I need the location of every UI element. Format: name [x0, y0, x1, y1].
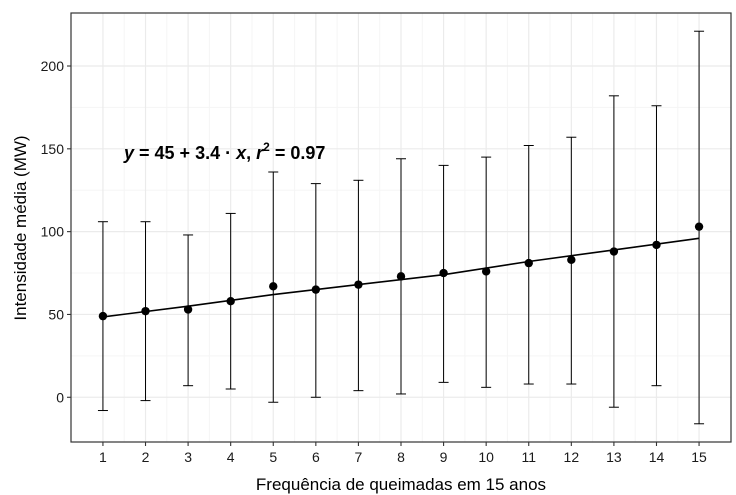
x-tick-label: 3 [184, 449, 192, 465]
x-tick-label: 4 [227, 449, 235, 465]
data-points [98, 222, 704, 321]
data-point [396, 272, 406, 281]
eq-value: = 0.97 [270, 143, 326, 163]
y-tick-label: 50 [48, 306, 64, 322]
data-point [226, 297, 235, 306]
y-tick-label: 100 [41, 224, 65, 240]
data-point [98, 311, 108, 321]
x-tick-label: 13 [606, 449, 622, 465]
y-axis-title: Intensidade média (MW) [11, 135, 30, 320]
data-point [694, 222, 704, 231]
x-axis-title: Frequência de queimadas em 15 anos [256, 475, 546, 494]
data-point [183, 305, 193, 314]
data-point [439, 268, 448, 278]
x-tick-label: 7 [355, 449, 363, 465]
y-tick-label: 150 [41, 141, 65, 157]
regression-equation: y = 45 + 3.4 · x, r2 = 0.97 [123, 140, 325, 163]
x-tick-label: 10 [478, 449, 494, 465]
eq-comma: , [246, 143, 256, 163]
data-point [567, 255, 576, 264]
x-tick-label: 8 [397, 449, 405, 465]
data-point [524, 258, 533, 268]
eq-x: x [235, 143, 247, 163]
x-tick-label: 15 [691, 449, 707, 465]
data-point [481, 267, 491, 276]
y-axis-ticks: 0 50 100 150 200 [41, 58, 71, 405]
data-point [141, 306, 150, 316]
data-point [311, 285, 321, 294]
data-point [354, 280, 363, 289]
x-tick-label: 1 [99, 449, 107, 465]
x-tick-label: 5 [269, 449, 277, 465]
eq-r: r [256, 143, 264, 163]
x-tick-label: 11 [521, 449, 536, 465]
x-tick-label: 14 [649, 449, 665, 465]
eq-y: y [123, 143, 135, 163]
x-tick-label: 2 [142, 449, 150, 465]
data-point [269, 282, 278, 291]
x-tick-label: 6 [312, 449, 320, 465]
y-tick-label: 0 [56, 389, 64, 405]
x-tick-label: 9 [440, 449, 448, 465]
data-point [609, 247, 619, 256]
x-axis-ticks: 1 2 3 4 5 6 7 8 9 10 11 12 13 14 15 [99, 442, 707, 465]
x-tick-label: 12 [564, 449, 580, 465]
y-tick-label: 200 [41, 58, 65, 74]
eq-sup: 2 [263, 140, 270, 154]
eq-formula: = 45 + 3.4 · [134, 143, 236, 163]
data-point [652, 240, 661, 250]
